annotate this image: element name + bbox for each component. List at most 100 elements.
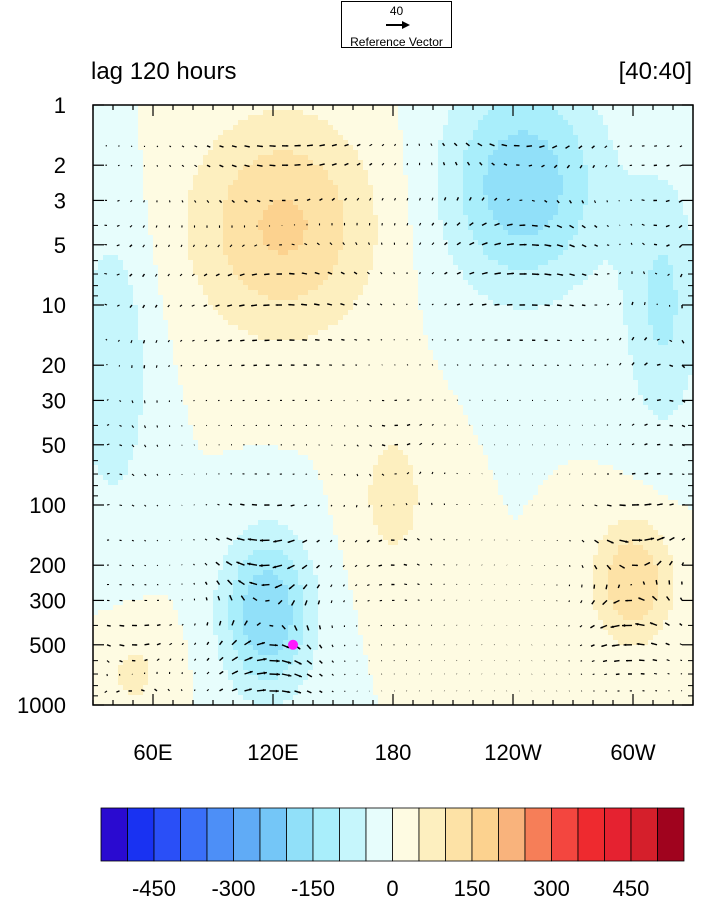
field-cell <box>278 330 284 336</box>
field-cell <box>283 475 289 481</box>
field-cell <box>288 255 294 261</box>
field-cell <box>208 290 214 296</box>
field-cell <box>198 605 204 611</box>
field-cell <box>203 670 209 676</box>
field-cell <box>198 525 204 531</box>
field-cell <box>163 280 169 286</box>
field-cell <box>183 600 189 606</box>
field-cell <box>128 185 134 191</box>
field-cell <box>188 650 194 656</box>
field-cell <box>93 655 99 661</box>
field-cell <box>168 315 174 321</box>
field-cell <box>188 565 194 571</box>
field-cell <box>93 310 99 316</box>
field-cell <box>278 650 284 656</box>
field-cell <box>273 470 279 476</box>
field-cell <box>253 255 259 261</box>
field-cell <box>153 210 159 216</box>
field-cell <box>93 635 99 641</box>
field-cell <box>263 505 269 511</box>
field-cell <box>233 240 239 246</box>
field-cell <box>213 310 219 316</box>
field-cell <box>248 685 254 691</box>
field-cell <box>223 150 229 156</box>
field-cell <box>188 350 194 356</box>
field-cell <box>103 565 109 571</box>
field-cell <box>238 225 244 231</box>
field-cell <box>128 525 134 531</box>
field-cell <box>273 605 279 611</box>
field-cell <box>203 105 209 111</box>
field-cell <box>233 515 239 521</box>
field-cell <box>163 340 169 346</box>
field-cell <box>248 420 254 426</box>
field-cell <box>188 515 194 521</box>
field-cell <box>138 470 144 476</box>
field-cell <box>243 520 249 526</box>
field-cell <box>103 490 109 496</box>
field-cell <box>143 635 149 641</box>
field-cell <box>188 630 194 636</box>
field-cell <box>168 435 174 441</box>
field-cell <box>203 180 209 186</box>
field-cell <box>168 265 174 271</box>
field-cell <box>243 495 249 501</box>
field-cell <box>113 505 119 511</box>
field-cell <box>153 445 159 451</box>
field-cell <box>218 435 224 441</box>
field-cell <box>178 610 184 616</box>
field-cell <box>133 605 139 611</box>
field-cell <box>213 660 219 666</box>
field-cell <box>263 605 269 611</box>
field-cell <box>273 205 279 211</box>
field-cell <box>213 330 219 336</box>
field-cell <box>223 690 229 696</box>
field-cell <box>233 500 239 506</box>
field-cell <box>128 510 134 516</box>
field-cell <box>218 615 224 621</box>
field-cell <box>273 340 279 346</box>
field-cell <box>223 520 229 526</box>
field-cell <box>253 565 259 571</box>
field-cell <box>238 250 244 256</box>
field-cell <box>148 695 154 701</box>
field-cell <box>268 515 274 521</box>
field-cell <box>263 455 269 461</box>
field-cell <box>178 105 184 111</box>
field-cell <box>243 330 249 336</box>
field-cell <box>283 610 289 616</box>
field-cell <box>233 530 239 536</box>
field-cell <box>238 685 244 691</box>
field-cell <box>123 465 129 471</box>
field-cell <box>258 405 264 411</box>
field-cell <box>198 680 204 686</box>
field-cell <box>233 550 239 556</box>
field-cell <box>133 610 139 616</box>
field-cell <box>283 150 289 156</box>
field-cell <box>158 165 164 171</box>
field-cell <box>273 385 279 391</box>
field-cell <box>123 160 129 166</box>
field-cell <box>263 535 269 541</box>
field-cell <box>288 275 294 281</box>
field-cell <box>113 370 119 376</box>
field-cell <box>138 300 144 306</box>
field-cell <box>218 385 224 391</box>
field-cell <box>293 620 299 626</box>
field-cell <box>223 595 229 601</box>
field-cell <box>258 260 264 266</box>
field-cell <box>98 510 104 516</box>
field-cell <box>123 230 129 236</box>
field-cell <box>168 235 174 241</box>
field-cell <box>143 340 149 346</box>
field-cell <box>158 110 164 116</box>
field-cell <box>93 160 99 166</box>
field-cell <box>213 410 219 416</box>
field-cell <box>153 180 159 186</box>
field-cell <box>243 190 249 196</box>
field-cell <box>178 490 184 496</box>
field-cell <box>273 165 279 171</box>
field-cell <box>213 385 219 391</box>
field-cell <box>213 215 219 221</box>
field-cell <box>188 185 194 191</box>
